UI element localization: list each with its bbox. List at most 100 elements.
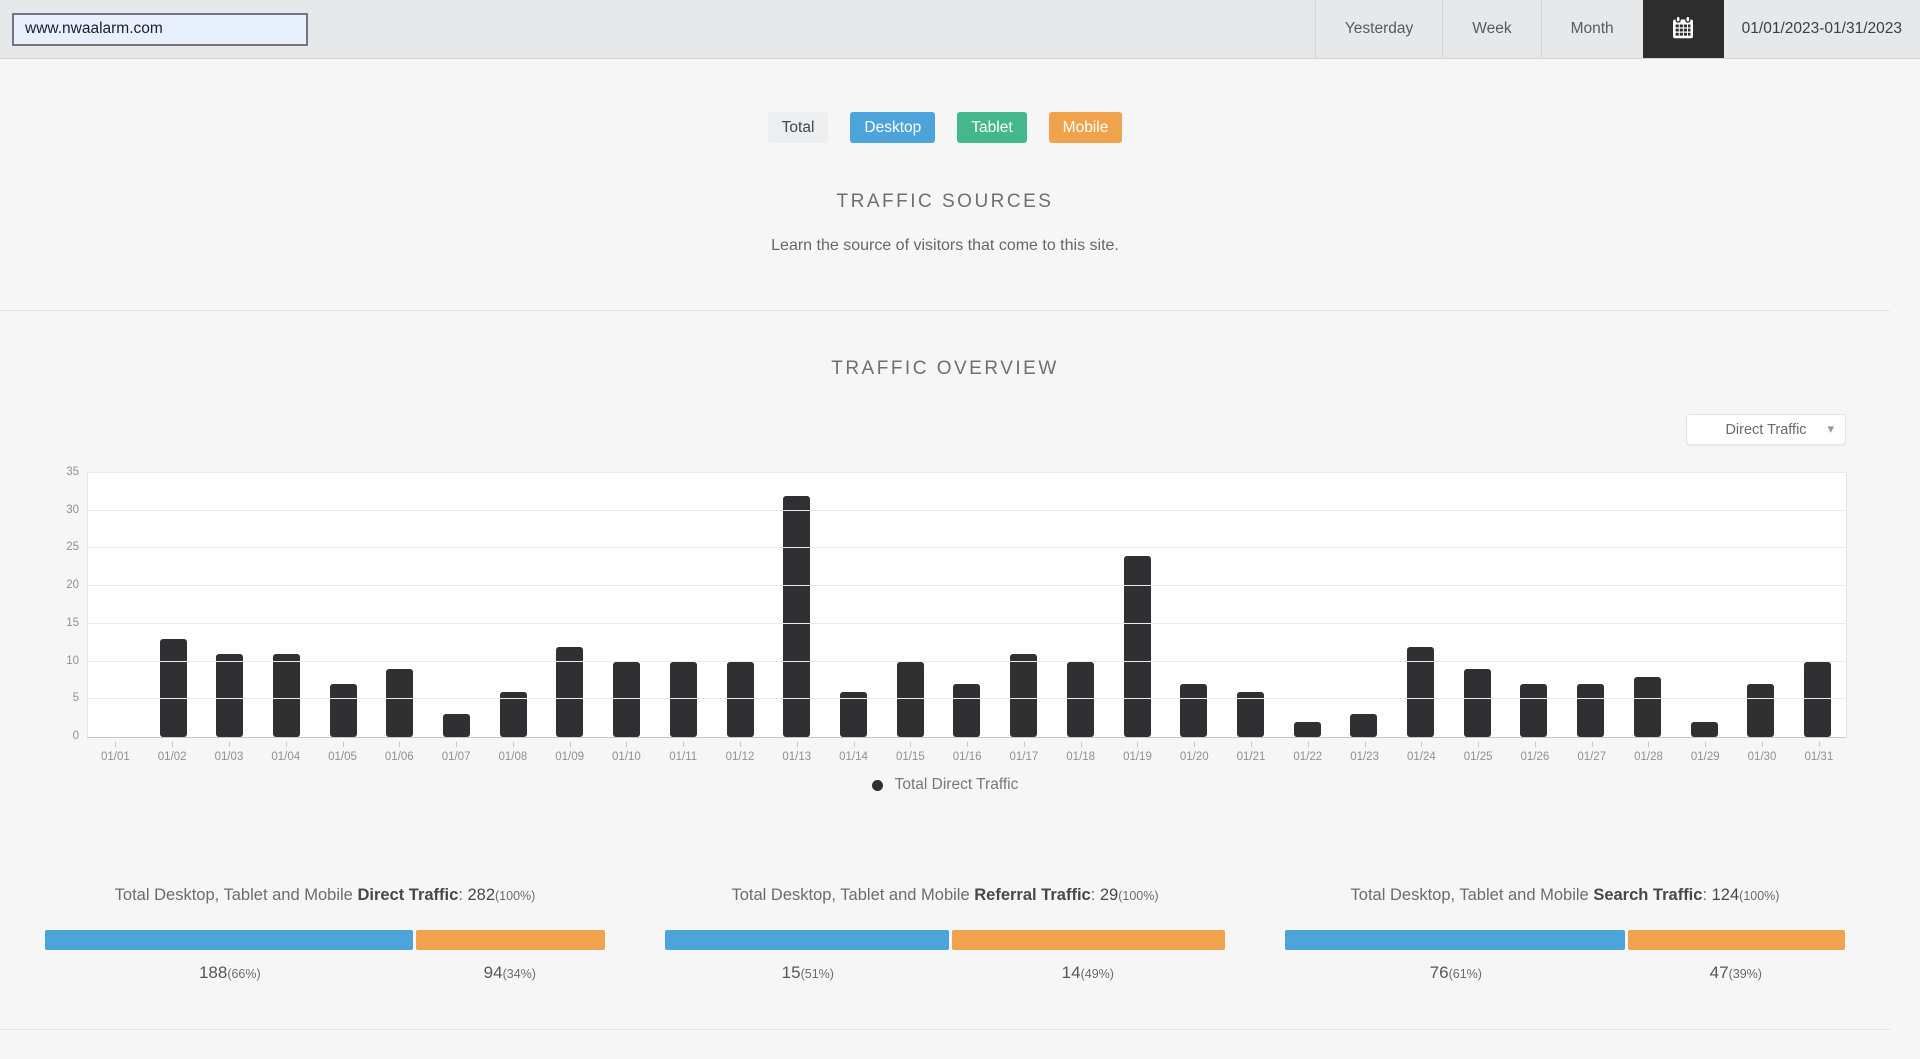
device-filter-desktop[interactable]: Desktop xyxy=(850,112,936,143)
bar-01/28 xyxy=(1619,473,1676,737)
summary-prefix: Total Desktop, Tablet and Mobile xyxy=(1350,886,1594,904)
x-axis-tick xyxy=(796,742,798,747)
x-axis-tick xyxy=(1478,742,1480,747)
x-axis-tick xyxy=(1648,742,1650,747)
segment-pct: (61%) xyxy=(1448,967,1482,981)
gridline xyxy=(88,622,1846,624)
y-axis-label: 10 xyxy=(66,654,79,667)
bar-value xyxy=(1463,669,1491,737)
range-tab-yesterday[interactable]: Yesterday xyxy=(1314,0,1442,58)
summary-segment-label: 14(49%) xyxy=(951,963,1225,983)
summary-bar-segment xyxy=(1627,930,1845,950)
summary-search-traffic: Total Desktop, Tablet and Mobile Search … xyxy=(1285,886,1845,983)
footer-strip xyxy=(0,1030,1920,1058)
bar-value xyxy=(783,495,811,737)
x-axis-tick xyxy=(456,742,458,747)
x-axis-label: 01/07 xyxy=(428,742,485,763)
bar-value xyxy=(1633,676,1661,737)
bar-value xyxy=(386,669,414,737)
bar-value xyxy=(1010,654,1038,737)
bar-value xyxy=(1407,646,1435,737)
range-tabs: Yesterday Week Month xyxy=(1314,0,1643,58)
x-axis-label: 01/13 xyxy=(768,742,825,763)
x-axis-label: 01/24 xyxy=(1393,742,1450,763)
x-axis-tick xyxy=(1080,742,1082,747)
x-axis-label: 01/17 xyxy=(996,742,1053,763)
summary-separator: : xyxy=(1702,886,1712,904)
bar-value xyxy=(1123,555,1151,737)
x-axis-label: 01/05 xyxy=(314,742,371,763)
x-axis-tick xyxy=(512,742,514,747)
x-axis-tick xyxy=(115,742,117,747)
device-filter-total[interactable]: Total xyxy=(767,112,829,143)
summary-metric-name: Referral Traffic xyxy=(974,886,1091,904)
x-axis-label: 01/14 xyxy=(825,742,882,763)
x-axis-label: 01/15 xyxy=(882,742,939,763)
x-axis-label: 01/26 xyxy=(1507,742,1564,763)
traffic-sources-subtitle: Learn the source of visitors that come t… xyxy=(771,237,1119,254)
bar-value xyxy=(1180,684,1208,737)
x-axis-label: 01/02 xyxy=(144,742,201,763)
summary-direct-traffic: Total Desktop, Tablet and Mobile Direct … xyxy=(45,886,605,983)
summary-total: 282 xyxy=(467,886,496,904)
summary-total-pct: (100%) xyxy=(1739,889,1780,903)
summary-total-pct: (100%) xyxy=(1118,889,1159,903)
summary-total: 29 xyxy=(1099,886,1119,904)
x-axis-tick xyxy=(1818,742,1820,747)
x-axis-label: 01/22 xyxy=(1279,742,1336,763)
gridline xyxy=(88,547,1846,549)
bar-01/03 xyxy=(201,473,258,737)
chevron-down-icon: ▾ xyxy=(1827,421,1834,436)
x-axis-label: 01/03 xyxy=(201,742,258,763)
x-axis-tick xyxy=(172,742,174,747)
bar-value xyxy=(1690,721,1718,737)
bar-01/02 xyxy=(145,473,202,737)
bar-value xyxy=(953,684,981,737)
bar-01/30 xyxy=(1732,473,1789,737)
device-filter-mobile[interactable]: Mobile xyxy=(1048,112,1123,143)
segment-pct: (49%) xyxy=(1080,967,1114,981)
y-axis-label: 15 xyxy=(66,616,79,629)
traffic-summaries: Total Desktop, Tablet and Mobile Direct … xyxy=(0,886,1890,983)
y-axis-label: 25 xyxy=(66,541,79,554)
bar-value xyxy=(556,646,584,737)
range-tab-month[interactable]: Month xyxy=(1540,0,1643,58)
summary-segment-label: 76(61%) xyxy=(1285,963,1627,983)
bar-value xyxy=(159,638,187,737)
x-axis-label: 01/08 xyxy=(484,742,541,763)
y-axis-label: 20 xyxy=(66,579,79,592)
x-axis-label: 01/28 xyxy=(1620,742,1677,763)
bar-01/07 xyxy=(428,473,485,737)
summary-separator: : xyxy=(1090,886,1100,904)
segment-value: 14 xyxy=(1061,963,1081,982)
x-axis-tick xyxy=(1705,742,1707,747)
x-axis-tick xyxy=(342,742,344,747)
bar-01/13 xyxy=(768,473,825,737)
segment-value: 47 xyxy=(1709,963,1729,982)
device-filter-tablet[interactable]: Tablet xyxy=(957,112,1027,143)
summary-bar-segment xyxy=(1285,930,1625,950)
summary-total: 124 xyxy=(1711,886,1740,904)
legend-label: Total Direct Traffic xyxy=(894,776,1019,793)
x-axis-label: 01/06 xyxy=(371,742,428,763)
summary-title: Total Desktop, Tablet and Mobile Referra… xyxy=(665,886,1225,906)
summary-metric-name: Direct Traffic xyxy=(357,886,459,904)
x-axis-label: 01/16 xyxy=(939,742,996,763)
x-axis-tick xyxy=(626,742,628,747)
range-tab-week[interactable]: Week xyxy=(1442,0,1540,58)
traffic-metric-select[interactable]: Direct Traffic ▾ xyxy=(1686,414,1846,445)
x-axis-tick xyxy=(910,742,912,747)
x-axis-tick xyxy=(569,742,571,747)
y-axis-label: 30 xyxy=(66,503,79,516)
calendar-button[interactable] xyxy=(1642,0,1724,58)
bar-01/25 xyxy=(1449,473,1506,737)
summary-segment-labels: 188(66%) 94(34%) xyxy=(45,963,605,983)
bar-value xyxy=(1577,684,1605,737)
bar-01/27 xyxy=(1562,473,1619,737)
x-axis-tick xyxy=(967,742,969,747)
segment-pct: (51%) xyxy=(800,967,834,981)
url-input[interactable] xyxy=(12,12,308,46)
summary-total-pct: (100%) xyxy=(495,889,536,903)
segment-pct: (34%) xyxy=(502,967,536,981)
